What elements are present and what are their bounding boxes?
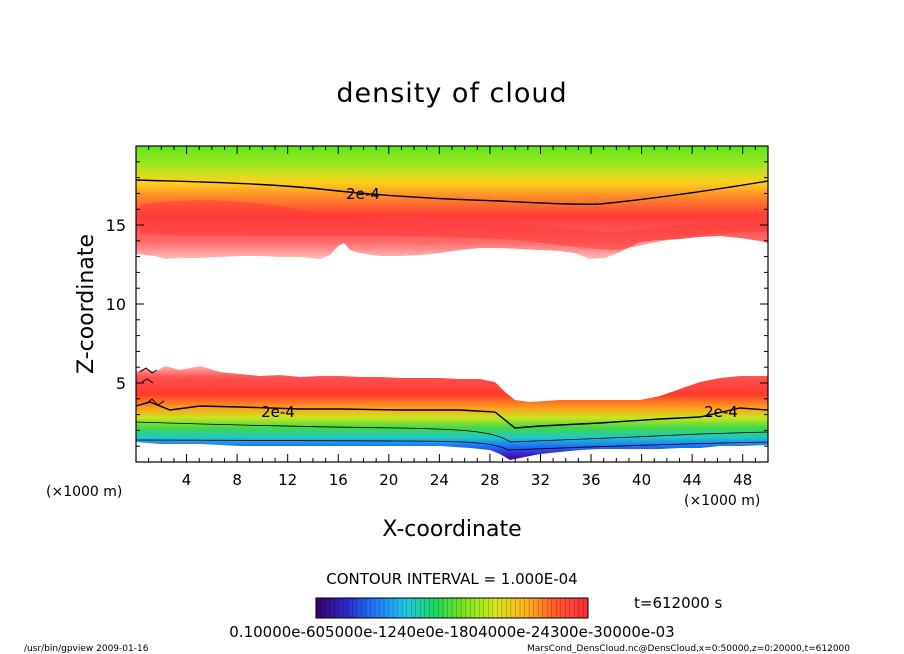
y-tick-label: 10 <box>106 295 126 314</box>
x-tick-label: 44 <box>683 471 702 489</box>
x-tick-label: 36 <box>581 471 600 489</box>
colorbar-divisions <box>320 598 584 618</box>
lower-cloud-layer <box>136 366 768 460</box>
x-tick-label: 32 <box>531 471 550 489</box>
x-tick-label: 20 <box>379 471 398 489</box>
y-axis-label: Z-coordinate <box>74 234 99 374</box>
x-tick-label: 4 <box>182 471 192 489</box>
lower-contour-2e-4 <box>136 401 768 429</box>
contour-label-group: 2e-4 2e-4 2e-4 <box>261 185 738 421</box>
contour-label: 2e-4 <box>261 403 295 421</box>
x-tick-label: 16 <box>329 471 348 489</box>
x-axis-ticks: 4 8 12 16 20 24 28 32 36 40 44 48 <box>148 146 756 489</box>
contour-label: 2e-4 <box>346 185 380 203</box>
x-tick-label: 24 <box>430 471 449 489</box>
footer-program-date: /usr/bin/gpview 2009-01-16 <box>24 644 149 654</box>
y-axis-ticks: 5 10 15 <box>106 161 768 447</box>
x-tick-label: 12 <box>278 471 297 489</box>
y-tick-label: 15 <box>106 216 126 235</box>
x-tick-label: 40 <box>632 471 651 489</box>
x-unit-right: (×1000 m) <box>684 493 760 509</box>
plot-area <box>136 146 768 462</box>
x-tick-label: 48 <box>733 471 752 489</box>
chart-title: density of cloud <box>336 78 567 109</box>
x-unit-left: (×1000 m) <box>46 484 122 500</box>
x-tick-label: 8 <box>232 471 242 489</box>
x-axis-label: X-coordinate <box>382 517 521 542</box>
contour-label: 2e-4 <box>704 403 738 421</box>
y-tick-label: 5 <box>116 374 126 393</box>
colorbar-tick-labels: 0.10000e-605000e-1240e0e-1804000e-24300e… <box>229 623 674 641</box>
upper-contour-2e-4 <box>136 179 768 205</box>
footer-source: MarsCond_DensCloud.nc@DensCloud,x=0:5000… <box>527 644 850 654</box>
contour-interval-label: CONTOUR INTERVAL = 1.000E-04 <box>326 570 577 588</box>
time-label: t=612000 s <box>634 594 722 612</box>
x-tick-label: 28 <box>480 471 499 489</box>
